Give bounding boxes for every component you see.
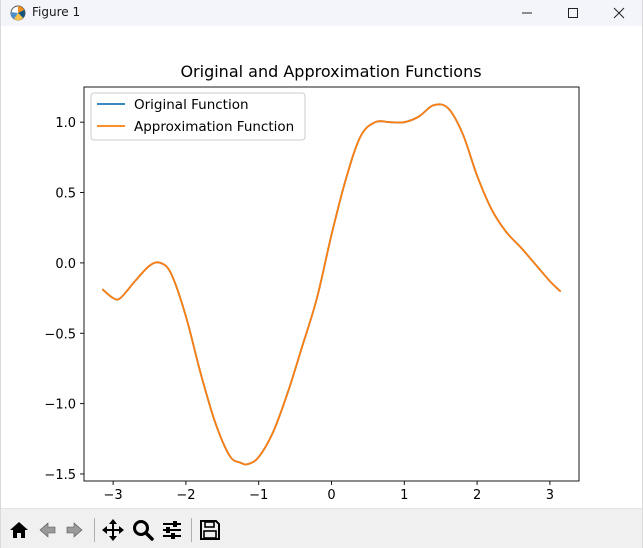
x-tick-label: −1	[249, 488, 268, 503]
y-tick-label: −1.0	[44, 398, 76, 413]
series-line-approximation	[102, 103, 561, 466]
y-tick-label: −0.5	[44, 327, 76, 342]
y-tick-label: 1.0	[55, 116, 76, 131]
move-icon	[102, 519, 124, 541]
toolbar-separator	[191, 518, 192, 542]
maximize-icon	[568, 8, 578, 18]
matplotlib-logo-icon	[9, 4, 27, 22]
window-title: Figure 1	[32, 5, 81, 19]
y-tick-label: 0.0	[55, 257, 76, 272]
close-button[interactable]	[596, 0, 642, 26]
home-button[interactable]	[6, 517, 32, 543]
y-tick-label: 0.5	[55, 187, 76, 202]
chart-title: Original and Approximation Functions	[180, 62, 481, 81]
configure-subplots-button[interactable]	[159, 517, 185, 543]
legend-box	[90, 92, 306, 141]
save-button[interactable]	[197, 517, 223, 543]
plot-figure: Original and Approximation Functions −3 −…	[44, 62, 580, 503]
navigation-toolbar	[1, 508, 642, 548]
back-arrow-icon	[39, 522, 56, 538]
magnifier-icon	[133, 520, 154, 541]
back-button[interactable]	[34, 517, 60, 543]
pan-button[interactable]	[100, 517, 126, 543]
home-icon	[10, 522, 28, 538]
x-tick-label: 3	[546, 488, 554, 503]
legend-label-original: Original Function	[134, 97, 249, 113]
close-icon	[613, 7, 625, 19]
title-bar: Figure 1	[1, 0, 642, 26]
legend-label-approximation: Approximation Function	[134, 119, 294, 135]
axes-frame	[83, 86, 580, 482]
y-tick-label: −1.5	[44, 468, 76, 483]
series-line-original	[102, 103, 561, 466]
forward-button[interactable]	[62, 517, 88, 543]
floppy-icon	[200, 520, 220, 540]
forward-arrow-icon	[66, 522, 83, 538]
sliders-icon	[163, 521, 181, 539]
maximize-button[interactable]	[550, 0, 596, 26]
figure-canvas[interactable]: Original and Approximation Functions −3 −…	[1, 26, 642, 508]
x-tick-label: 2	[473, 488, 481, 503]
zoom-button[interactable]	[130, 517, 156, 543]
legend: Original Function Approximation Function	[90, 92, 306, 141]
minimize-button[interactable]	[504, 0, 550, 26]
x-tick-label: −3	[104, 488, 123, 503]
x-tick-label: 1	[400, 488, 408, 503]
toolbar-separator	[94, 518, 95, 542]
x-tick-label: 0	[327, 488, 335, 503]
minimize-icon	[522, 12, 532, 14]
x-tick-label: −2	[176, 488, 195, 503]
